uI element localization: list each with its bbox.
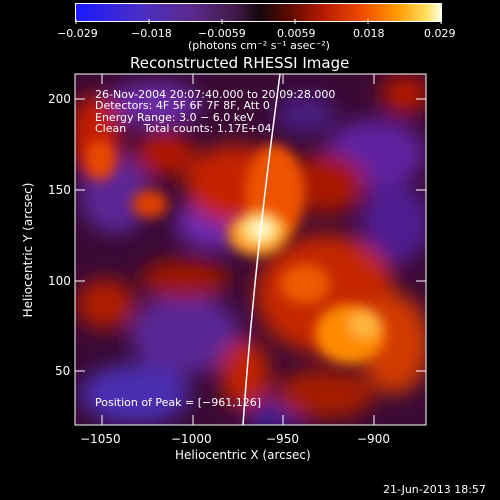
x-tick-label: −950 <box>266 432 299 446</box>
colorbar-tick-label: −0.018 <box>131 27 172 40</box>
colorbar-ticks <box>75 19 442 25</box>
plot-title: Reconstructed RHESSI Image <box>130 54 350 72</box>
colorbar-tick-label: 0.0059 <box>277 27 316 40</box>
x-tick-label: −1000 <box>171 432 212 446</box>
y-tick-label: 200 <box>48 92 71 106</box>
info-peak: Position of Peak = [−961,126] <box>95 396 262 409</box>
y-tick-label: 100 <box>48 274 71 288</box>
colorbar <box>75 3 442 22</box>
y-tick-label: 50 <box>55 364 71 378</box>
x-tick-label: −1050 <box>80 432 121 446</box>
colorbar-tick-label: 0.029 <box>424 27 456 40</box>
x-tick-label: −900 <box>357 432 390 446</box>
colorbar-units: (photons cm⁻² s⁻¹ asec⁻²) <box>188 39 330 52</box>
x-axis-title: Heliocentric X (arcsec) <box>175 448 311 462</box>
colorbar-tick-label: 0.018 <box>353 27 385 40</box>
y-tick-label: 150 <box>48 183 71 197</box>
colorbar-tick-label: −0.029 <box>57 27 98 40</box>
y-axis-title: Heliocentric Y (arcsec) <box>21 182 35 318</box>
footer-timestamp: 21-Jun-2013 18:57 <box>383 483 486 496</box>
info-method: Clean Total counts: 1.17E+04 <box>95 122 272 135</box>
colorbar-tick-label: −0.0059 <box>198 27 246 40</box>
